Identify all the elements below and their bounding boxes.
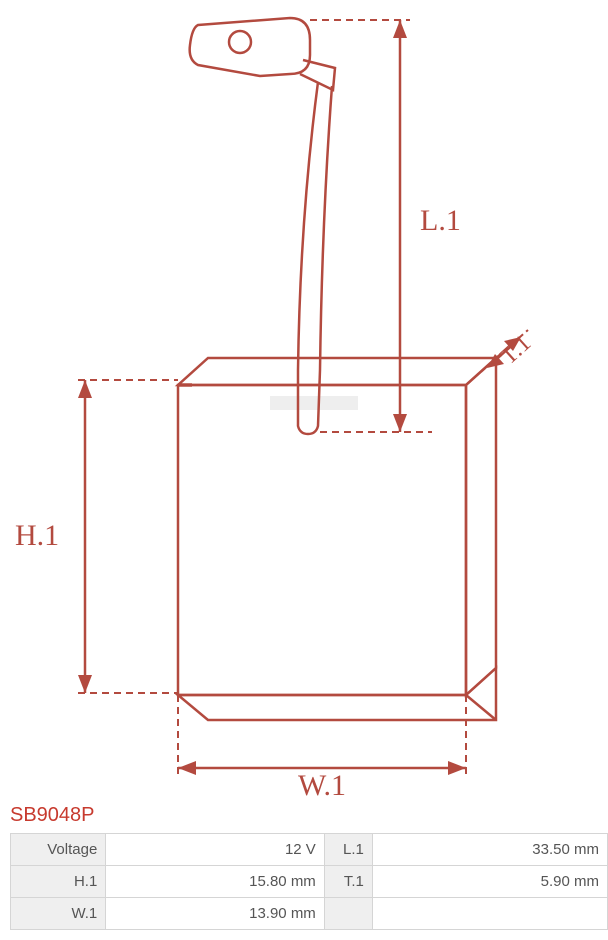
- label-l1: L.1: [420, 204, 461, 237]
- product-code-text: SB9048P: [10, 804, 95, 826]
- spec-label: L.1: [324, 834, 372, 866]
- table-row: H.1 15.80 mm T.1 5.90 mm: [11, 866, 608, 898]
- label-w1: W.1: [298, 769, 346, 800]
- table-row: Voltage 12 V L.1 33.50 mm: [11, 834, 608, 866]
- spec-label: W.1: [11, 898, 106, 930]
- technical-diagram: L.1 H.1 W.1 T.1: [0, 0, 608, 800]
- spec-value: 5.90 mm: [372, 866, 607, 898]
- spec-value: 12 V: [106, 834, 325, 866]
- spec-label: T.1: [324, 866, 372, 898]
- spec-label: Voltage: [11, 834, 106, 866]
- spec-label: [324, 898, 372, 930]
- spec-value: 13.90 mm: [106, 898, 325, 930]
- spec-table: Voltage 12 V L.1 33.50 mm H.1 15.80 mm T…: [10, 833, 608, 930]
- spec-label: H.1: [11, 866, 106, 898]
- spec-value: 15.80 mm: [106, 866, 325, 898]
- diagram-svg: L.1 H.1 W.1 T.1: [0, 0, 608, 800]
- label-h1: H.1: [15, 519, 59, 552]
- spec-value: [372, 898, 607, 930]
- spec-value: 33.50 mm: [372, 834, 607, 866]
- product-code: SB9048P: [0, 800, 608, 833]
- table-row: W.1 13.90 mm: [11, 898, 608, 930]
